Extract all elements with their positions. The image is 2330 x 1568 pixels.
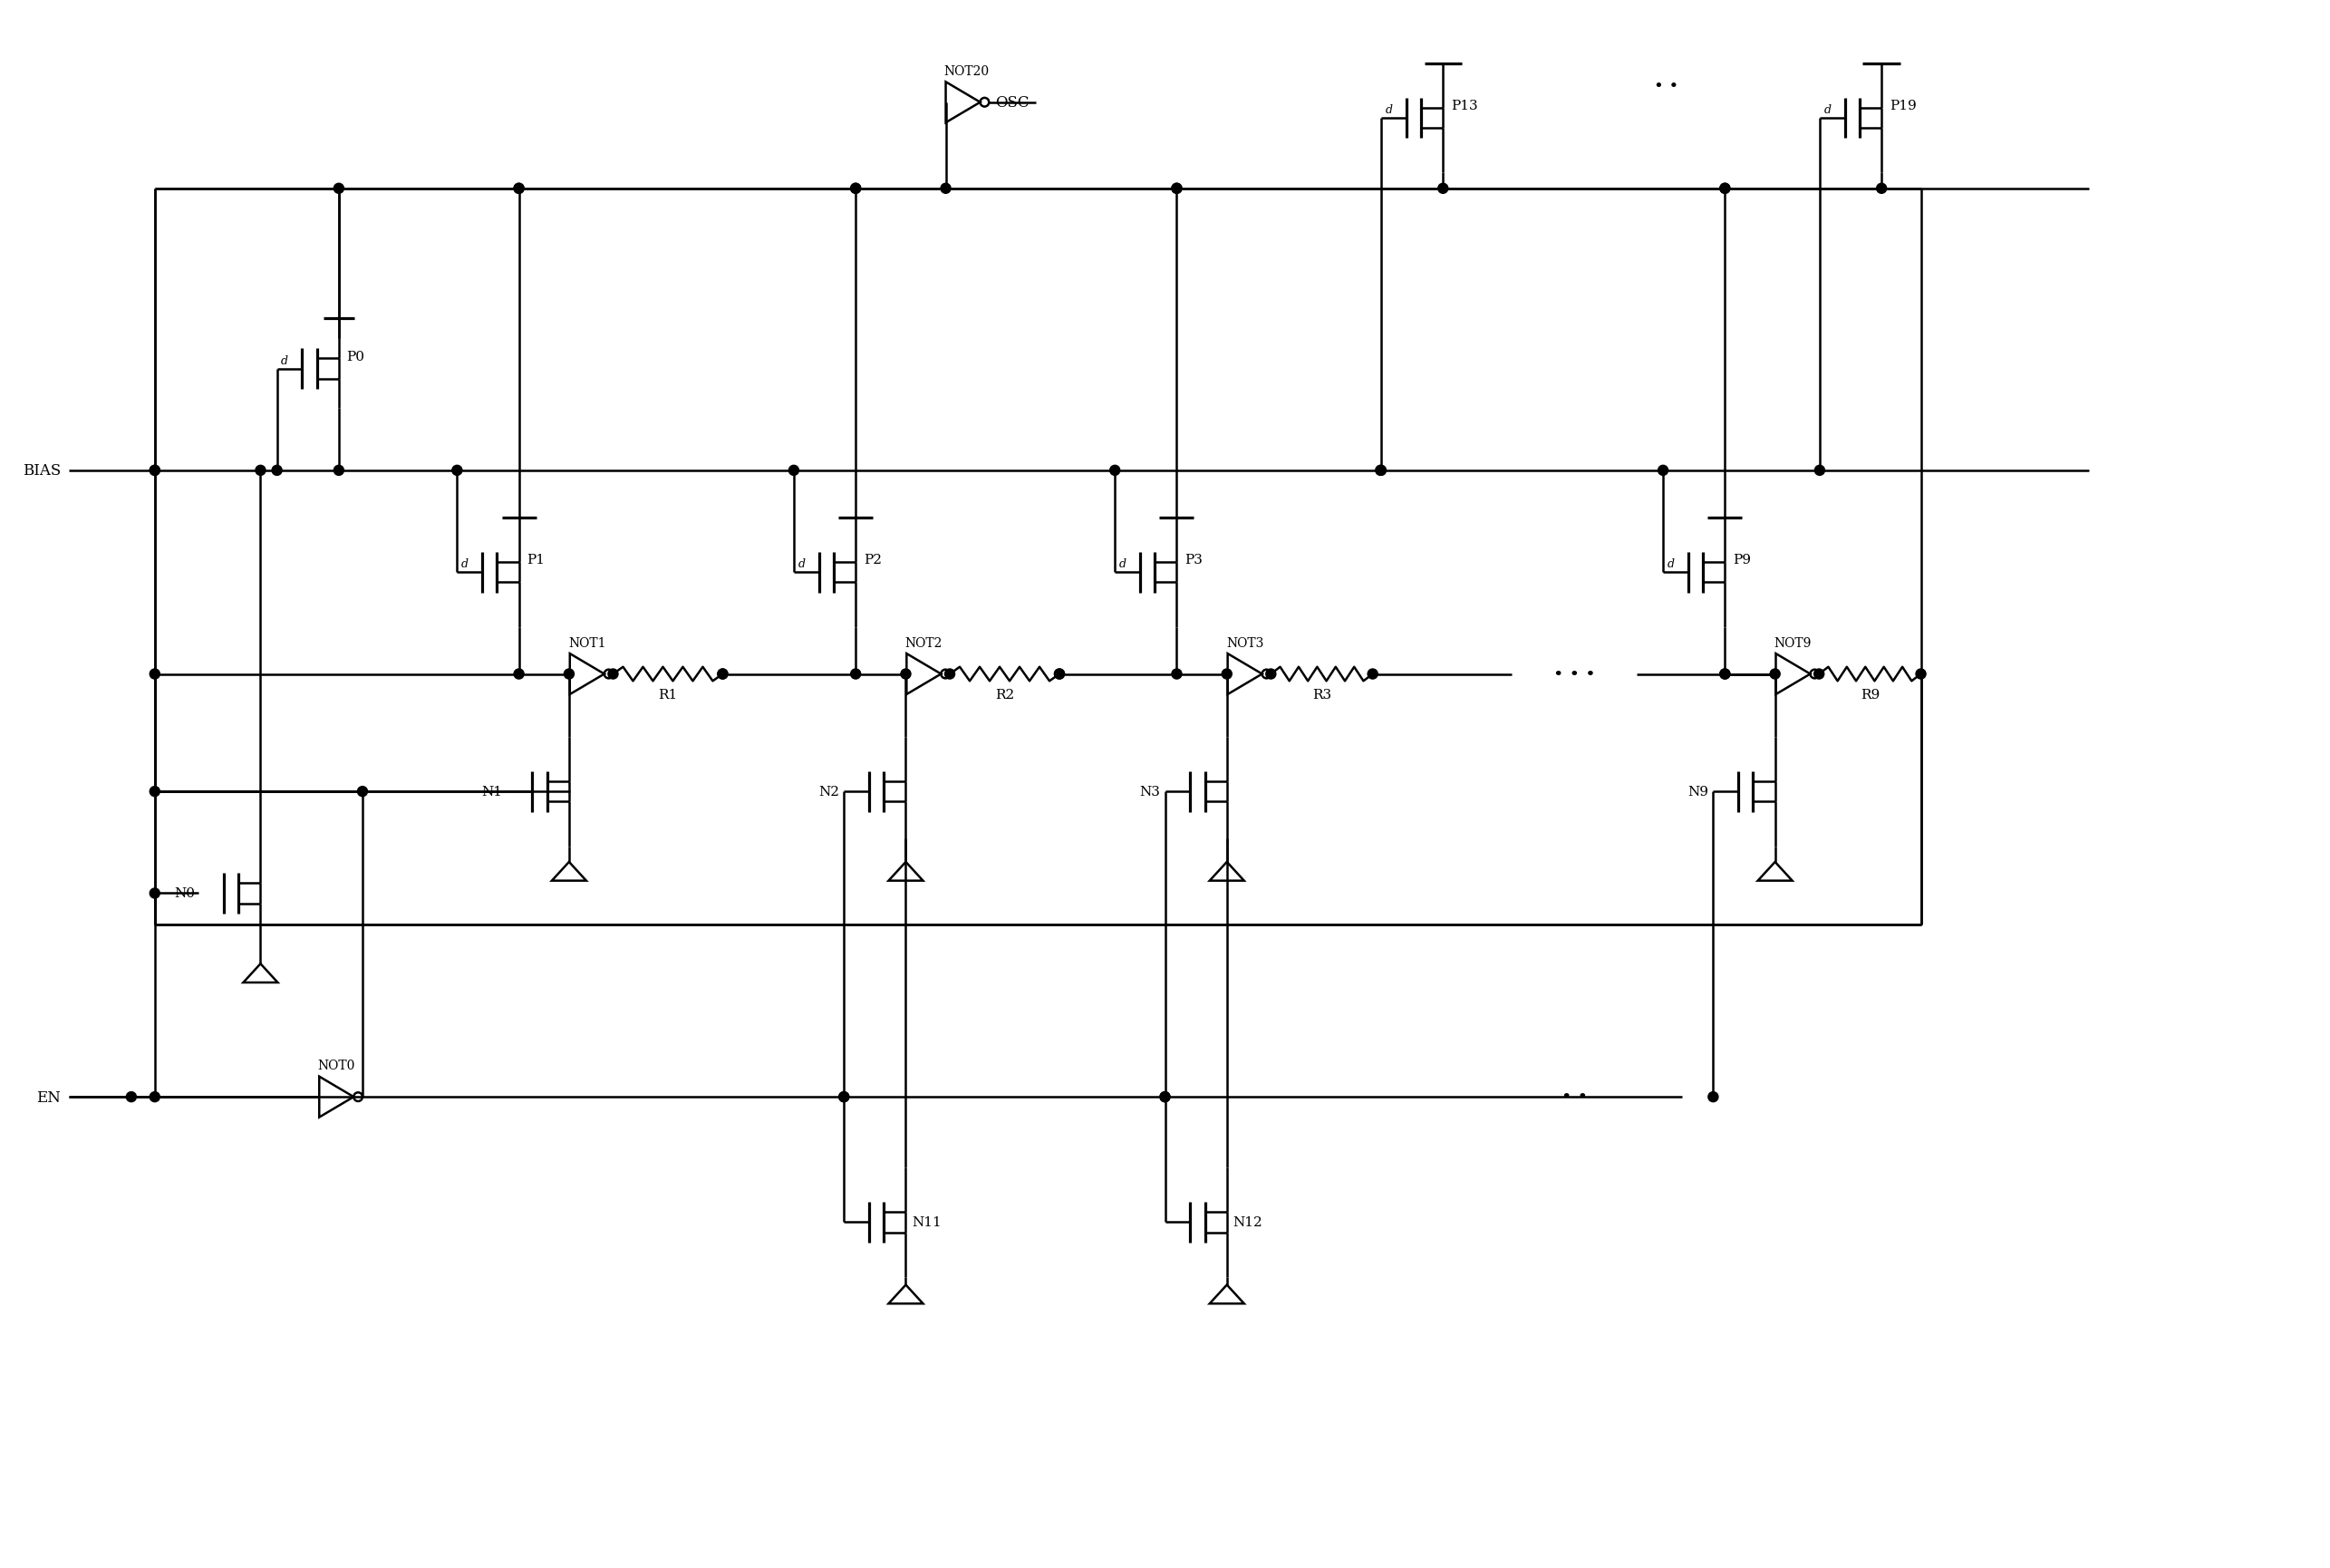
Text: R3: R3: [1312, 688, 1330, 701]
Circle shape: [1815, 670, 1824, 679]
Circle shape: [1915, 670, 1927, 679]
Circle shape: [1659, 466, 1668, 477]
Text: P3: P3: [1184, 554, 1202, 566]
Circle shape: [850, 670, 860, 679]
Text: NOT9: NOT9: [1773, 637, 1813, 649]
Circle shape: [333, 466, 345, 477]
Text: P1: P1: [527, 554, 545, 566]
Circle shape: [1771, 670, 1780, 679]
Circle shape: [1720, 183, 1729, 194]
Text: P9: P9: [1734, 554, 1750, 566]
Text: d: d: [797, 558, 806, 569]
Circle shape: [1160, 1091, 1170, 1102]
Text: N2: N2: [818, 786, 839, 798]
Circle shape: [564, 670, 573, 679]
Text: d: d: [282, 354, 289, 367]
Circle shape: [515, 670, 524, 679]
Text: P19: P19: [1890, 100, 1915, 113]
Text: N11: N11: [911, 1217, 941, 1229]
Circle shape: [1720, 670, 1729, 679]
Circle shape: [126, 1091, 137, 1102]
Circle shape: [1368, 670, 1377, 679]
Circle shape: [1172, 670, 1181, 679]
Text: R1: R1: [659, 688, 678, 701]
Circle shape: [515, 183, 524, 194]
Circle shape: [850, 183, 860, 194]
Text: P13: P13: [1452, 100, 1477, 113]
Text: N1: N1: [482, 786, 503, 798]
Text: N0: N0: [175, 887, 196, 900]
Circle shape: [1720, 183, 1729, 194]
Circle shape: [273, 466, 282, 477]
Text: d: d: [461, 558, 468, 569]
Circle shape: [149, 670, 161, 679]
Circle shape: [1055, 670, 1065, 679]
Circle shape: [1221, 670, 1233, 679]
Text: • •: • •: [1654, 80, 1678, 96]
Circle shape: [356, 787, 368, 797]
Text: NOT20: NOT20: [944, 66, 990, 78]
Circle shape: [1377, 466, 1386, 477]
Circle shape: [256, 466, 266, 477]
Circle shape: [1265, 670, 1277, 679]
Circle shape: [1876, 183, 1887, 194]
Circle shape: [1172, 183, 1181, 194]
Circle shape: [1815, 466, 1824, 477]
Circle shape: [1438, 183, 1447, 194]
Circle shape: [944, 670, 955, 679]
Text: R2: R2: [995, 688, 1014, 701]
Text: N9: N9: [1687, 786, 1708, 798]
Text: OSC: OSC: [995, 96, 1030, 111]
Text: d: d: [1386, 103, 1393, 116]
Text: NOT3: NOT3: [1226, 637, 1263, 649]
Text: • • •: • • •: [1554, 666, 1596, 682]
Circle shape: [790, 466, 799, 477]
Text: N12: N12: [1233, 1217, 1263, 1229]
Text: BIAS: BIAS: [23, 463, 61, 478]
Circle shape: [1109, 466, 1121, 477]
Text: P2: P2: [864, 554, 881, 566]
Circle shape: [515, 183, 524, 194]
Circle shape: [1160, 1091, 1170, 1102]
Text: EN: EN: [37, 1090, 61, 1105]
Circle shape: [1708, 1091, 1717, 1102]
Circle shape: [608, 670, 617, 679]
Circle shape: [1055, 670, 1065, 679]
Text: NOT1: NOT1: [569, 637, 606, 649]
Circle shape: [718, 670, 727, 679]
Text: P0: P0: [347, 350, 366, 362]
Circle shape: [1375, 466, 1386, 477]
Circle shape: [452, 466, 461, 477]
Circle shape: [1172, 183, 1181, 194]
Circle shape: [839, 1091, 848, 1102]
Text: NOT0: NOT0: [317, 1060, 354, 1073]
Circle shape: [839, 1091, 848, 1102]
Circle shape: [149, 466, 161, 477]
Circle shape: [941, 183, 951, 194]
Text: NOT2: NOT2: [904, 637, 944, 649]
Text: • •: • •: [1561, 1088, 1587, 1105]
Text: d: d: [1668, 558, 1675, 569]
Circle shape: [149, 466, 161, 477]
Circle shape: [902, 670, 911, 679]
Circle shape: [718, 670, 727, 679]
Text: d: d: [1118, 558, 1125, 569]
Circle shape: [149, 1091, 161, 1102]
Circle shape: [850, 183, 860, 194]
Circle shape: [149, 889, 161, 898]
Text: R9: R9: [1859, 688, 1880, 701]
Text: d: d: [1824, 103, 1831, 116]
Text: N3: N3: [1139, 786, 1160, 798]
Circle shape: [333, 183, 345, 194]
Circle shape: [1720, 670, 1729, 679]
Circle shape: [149, 787, 161, 797]
